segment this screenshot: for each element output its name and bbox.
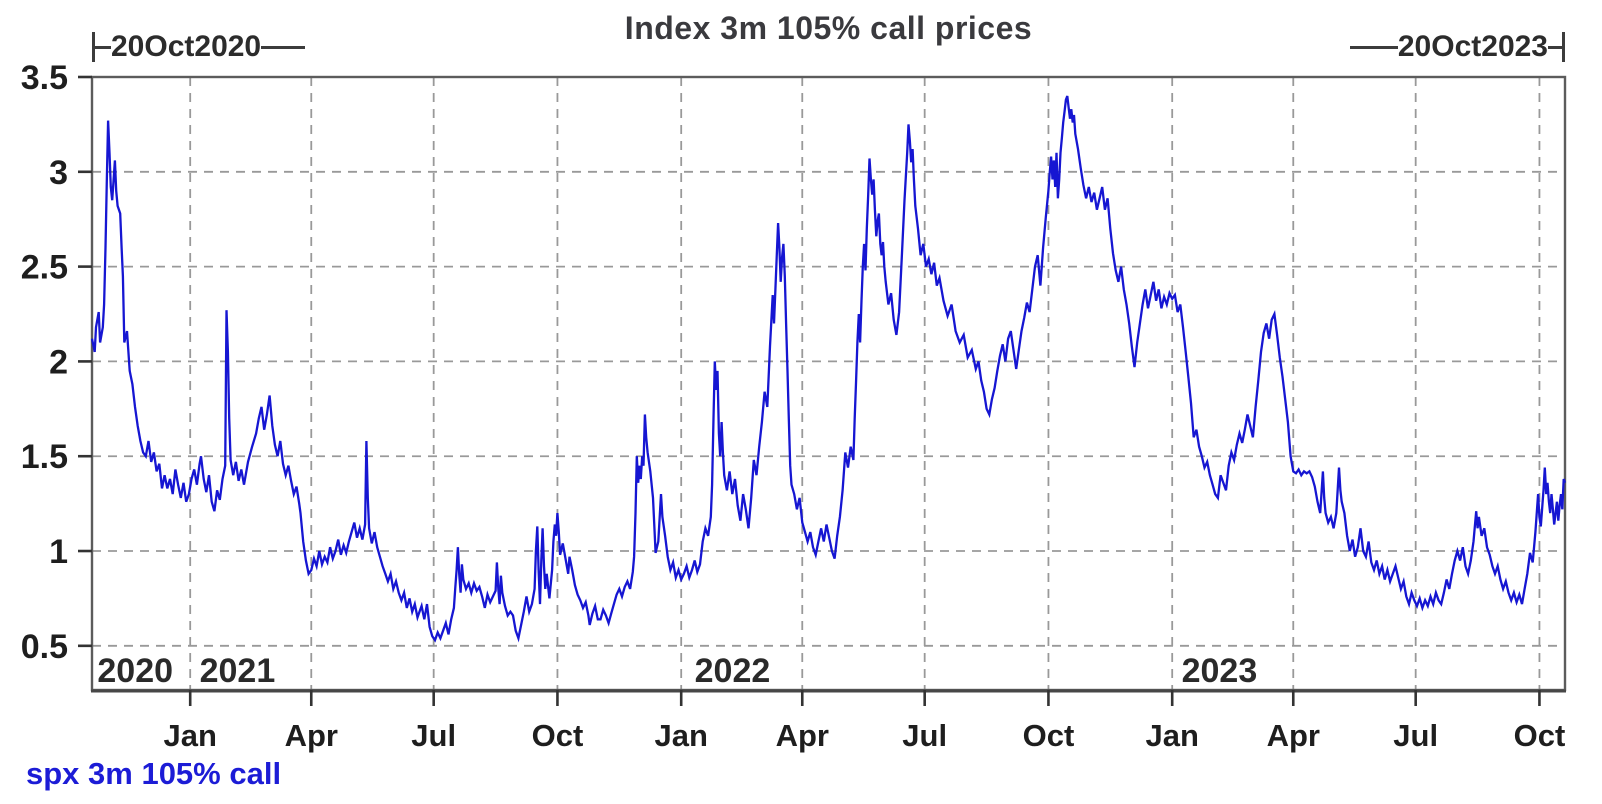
x-tick-label: Apr [1267, 718, 1320, 753]
x-tick-label: Oct [1514, 718, 1566, 753]
range-start-line-icon [95, 45, 111, 49]
chart-title: Index 3m 105% call prices [624, 10, 1033, 46]
plot-border [90, 75, 1567, 692]
legend-label: spx 3m 105% call [26, 756, 282, 791]
year-label: 2020 [97, 652, 173, 690]
range-start-annotation: 20Oct2020 [92, 30, 306, 64]
y-tick-label: 1 [49, 533, 68, 571]
x-tick-label: Jan [1145, 718, 1198, 753]
x-tick-label: Oct [532, 718, 584, 753]
year-label: 2021 [200, 652, 276, 690]
range-end-label: 20Oct2023 [1397, 30, 1548, 63]
range-end-annotation: 20Oct2023 [1349, 30, 1565, 64]
y-tick-label: 1.5 [21, 438, 68, 476]
x-tick-label: Jul [902, 718, 947, 753]
y-tick-label: 0.5 [21, 628, 68, 666]
range-end-lead-line-icon [1349, 45, 1398, 49]
range-start-bracket-icon [92, 32, 95, 62]
x-tick-label: Apr [776, 718, 829, 753]
y-tick-label: 3 [49, 154, 68, 192]
year-label: 2022 [695, 652, 771, 690]
y-tick-label: 3.5 [21, 59, 68, 97]
year-label: 2023 [1182, 652, 1258, 690]
x-tick-label: Jul [1393, 718, 1438, 753]
x-tick-label: Jan [654, 718, 707, 753]
x-tick-label: Jul [411, 718, 456, 753]
price-line [90, 95, 1567, 643]
x-tick-label: Oct [1023, 718, 1075, 753]
x-tick-label: Jan [163, 718, 216, 753]
range-end-bracket-icon [1562, 32, 1565, 62]
range-start-label: 20Oct2020 [111, 30, 262, 63]
range-end-line-icon [1548, 45, 1562, 49]
y-tick-label: 2.5 [21, 249, 68, 287]
y-tick-label: 2 [49, 343, 68, 381]
range-start-trail-line-icon [261, 45, 306, 49]
x-tick-label: Apr [285, 718, 338, 753]
